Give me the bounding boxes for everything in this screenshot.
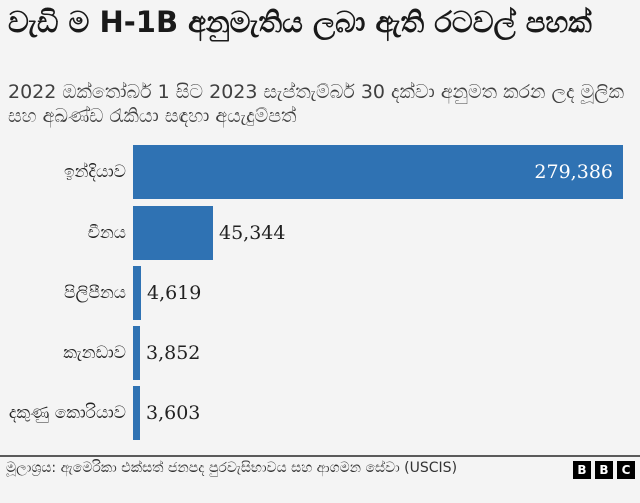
bar-row: චීනය 45,344 [0,206,640,260]
bar [133,145,623,199]
source-note: මූලාශ්‍රය: ඇමෙරිකා එක්සත් ජනපද පුරවැසිභා… [6,460,458,476]
value-label: 4,619 [147,282,202,304]
bar-row: පිලිපීනය 4,619 [0,266,640,320]
category-label: ඉන්දියාව [63,162,126,182]
footer-divider [0,455,640,457]
bar [133,326,140,380]
category-label: පිලිපීනය [63,283,126,303]
bar-row: කැනඩාව 3,852 [0,326,640,380]
bbc-logo-letter: B [595,461,613,479]
bbc-logo-letter: C [617,461,635,479]
category-label: චීනය [87,223,126,243]
bar-chart: ඉන්දියාව 279,386 චීනය 45,344 පිලිපීනය 4,619 කැ… [0,145,640,440]
bar-row: ඉන්දියාව 279,386 [0,145,640,199]
category-label: දකුණු කොරියාව [8,403,126,423]
bbc-logo: B B C [573,461,635,479]
value-label: 3,603 [146,402,201,424]
value-label: 45,344 [219,222,286,244]
value-label: 3,852 [146,342,201,364]
bar [133,206,213,260]
bbc-logo-letter: B [573,461,591,479]
bar-row: දකුණු කොරියාව 3,603 [0,386,640,440]
value-label: 279,386 [534,161,613,183]
chart-subtitle: 2022 ඔක්තෝබර් 1 සිට 2023 සැප්තැම්බර් 30 … [8,81,625,127]
chart-title: වැඩි ම H-1B අනුමැතිය ලබා ඇති රටවල් පහක් [8,5,592,39]
category-label: කැනඩාව [63,343,126,363]
bar [133,386,140,440]
bar [133,266,141,320]
